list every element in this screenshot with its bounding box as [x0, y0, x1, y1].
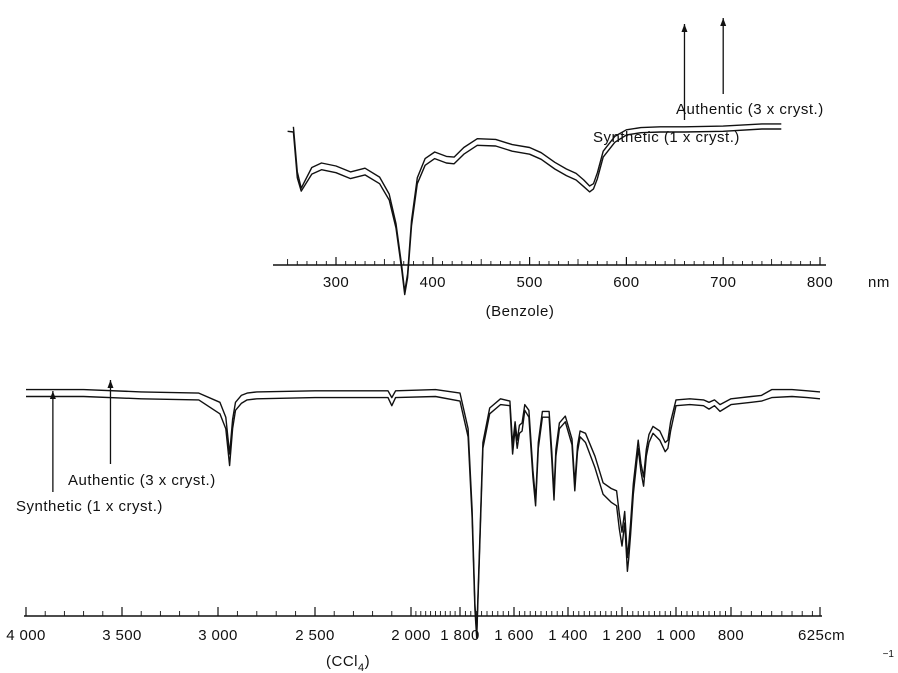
ir-annotation-synthetic: Synthetic (1 x cryst.)	[16, 498, 163, 515]
uv-vis-traces	[287, 123, 782, 296]
ir-marker-arrowhead-synthetic	[49, 391, 56, 399]
uv-tick-label: 400	[420, 274, 446, 291]
ir-marker-arrowhead-authentic	[107, 380, 114, 388]
uv-marker-arrowhead-authentic	[720, 18, 727, 26]
ir-tick-label: 1 600	[494, 627, 534, 644]
ir-x-axis-title: (CCl4)	[326, 653, 370, 673]
ir-annotation-authentic: Authentic (3 x cryst.)	[68, 472, 216, 489]
uv-tick-label: 300	[323, 274, 349, 291]
ir-tick-label: 1 400	[548, 627, 588, 644]
ir-tick-label: 1 200	[602, 627, 642, 644]
uv-x-unit-label: nm	[868, 274, 890, 291]
ir-traces	[26, 388, 821, 639]
ir-tick-label: 3 500	[102, 627, 142, 644]
uv-vis-annotation-markers	[681, 18, 727, 120]
uv-series-synthetic-line	[287, 128, 782, 296]
ir-spectrum-panel: Authentic (3 x cryst.) Synthetic (1 x cr…	[6, 380, 894, 673]
ir-series-synthetic-line	[26, 395, 821, 639]
ir-tick-label: 1 000	[656, 627, 696, 644]
uv-marker-arrowhead-synthetic	[681, 24, 688, 32]
ir-tick-label: 1 800	[440, 627, 480, 644]
uv-tick-label: 500	[516, 274, 542, 291]
ir-tick-label: 2 500	[295, 627, 335, 644]
ir-unit-exponent: −1	[883, 649, 895, 660]
ir-x-axis: 4 000 3 500 3 000 2 500 2 000 1 800 1 600 1 400…	[6, 607, 845, 644]
ir-series-authentic-line	[26, 388, 821, 635]
ir-tick-label: 4 000	[6, 627, 46, 644]
ir-annotation-markers	[49, 380, 114, 492]
uv-tick-label: 600	[613, 274, 639, 291]
uv-tick-label: 700	[710, 274, 736, 291]
ir-tick-label: 800	[718, 627, 744, 644]
uv-vis-x-axis: 300 400 500 600 700 800	[273, 257, 833, 291]
uv-tick-label: 800	[807, 274, 833, 291]
ir-tick-label: 625cm	[798, 627, 845, 644]
uv-series-authentic-line	[292, 123, 782, 293]
ir-tick-label: 2 000	[391, 627, 431, 644]
uv-vis-spectrum-panel: Authentic (3 x cryst.) Synthetic (1 x cr…	[273, 18, 890, 320]
uv-x-axis-title: (Benzole)	[486, 303, 555, 320]
ir-tick-label: 3 000	[198, 627, 238, 644]
uv-annotation-authentic: Authentic (3 x cryst.)	[676, 101, 824, 118]
uv-annotation-synthetic: Synthetic (1 x cryst.)	[593, 129, 740, 146]
